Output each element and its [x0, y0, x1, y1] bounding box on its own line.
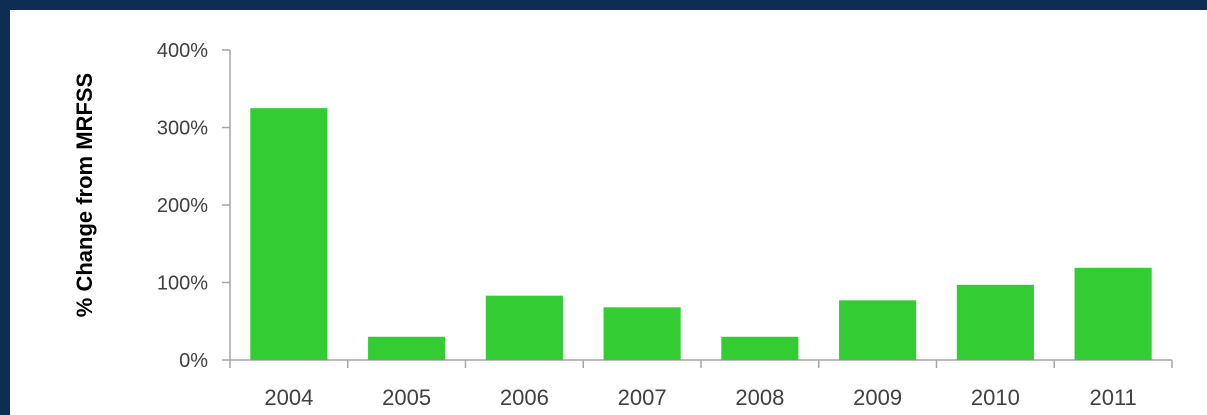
- bar-chart: % Change from MRFSS 0% 100% 200% 300% 400% 2…: [72, 40, 1173, 410]
- y-axis-title-group: % Change from MRFSS: [72, 73, 97, 317]
- bar-2008: [721, 336, 799, 360]
- y-tick-label: 400%: [157, 40, 208, 62]
- chart-panel: % Change from MRFSS 0% 100% 200% 300% 400% 2…: [10, 10, 1207, 415]
- y-tick-label: 200%: [157, 195, 208, 217]
- bar-2011: [1074, 267, 1152, 360]
- bars: [250, 108, 1152, 360]
- x-tick-label: 2011: [1089, 385, 1136, 410]
- y-tick-label: 300%: [157, 118, 208, 140]
- x-tick-label: 2008: [735, 385, 784, 410]
- y-axis-title: % Change from MRFSS: [72, 73, 97, 317]
- x-tick-label: 2010: [971, 385, 1020, 410]
- y-tick-label: 100%: [157, 273, 208, 295]
- x-tick-label: 2005: [382, 385, 431, 410]
- bar-2009: [839, 300, 917, 360]
- bar-2010: [956, 284, 1034, 360]
- bar-2006: [485, 295, 563, 360]
- x-axis-labels: 2004 2005 2006 2007 2008 2009 2010 2011: [264, 385, 1136, 410]
- x-tick-label: 2007: [618, 385, 667, 410]
- bar-2007: [603, 307, 681, 360]
- bar-2005: [368, 336, 446, 360]
- x-tick-label: 2009: [853, 385, 902, 410]
- y-axis-ticks: 0% 100% 200% 300% 400%: [157, 40, 230, 372]
- x-tick-label: 2006: [500, 385, 549, 410]
- y-tick-label: 0%: [179, 350, 208, 372]
- bar-2004: [250, 108, 328, 360]
- x-tick-label: 2004: [264, 385, 313, 410]
